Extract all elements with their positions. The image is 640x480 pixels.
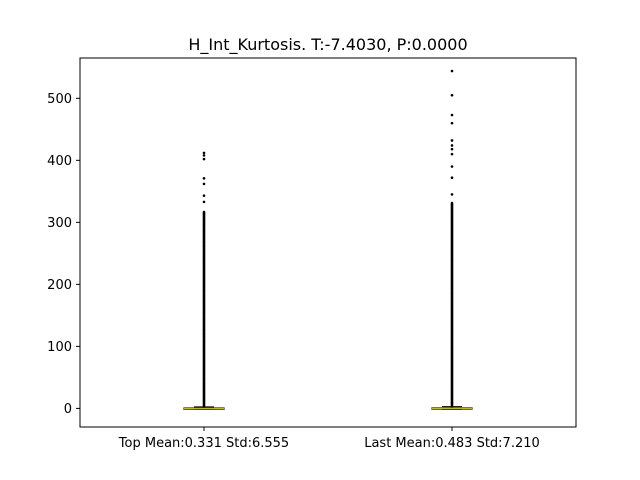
outlier-point [450,176,454,179]
outlier-point [202,177,206,180]
outlier-point [202,157,206,161]
outlier-point [450,69,454,73]
outlier-point [202,194,206,197]
axes: 0 100 200 300 400 500 Top Mean:0.331 Std:6.555… [47,57,577,451]
outlier-point [450,144,454,147]
outlier-point [202,210,206,214]
box-group [431,69,473,410]
y-tick-label: 100 [47,340,72,355]
y-tick-label: 400 [47,154,72,169]
outlier-point [202,200,206,204]
outlier-point [450,93,454,97]
outlier-point [450,139,454,142]
outlier-point [450,201,454,205]
outlier-point [450,113,454,117]
outlier-point [450,152,454,156]
y-tick-label: 0 [64,402,72,417]
y-tick-label: 500 [47,92,72,107]
outlier-point [450,147,454,151]
y-tick-label: 200 [47,278,72,293]
outlier-point [450,165,454,168]
axes-frame [79,57,577,428]
box-group [183,151,225,410]
outlier-point [202,154,206,157]
x-tick-label: Top Mean:0.331 Std:6.555 [118,436,289,451]
x-tick-label: Last Mean:0.483 Std:7.210 [364,436,540,451]
plot-area [183,69,473,410]
outlier-point [450,121,454,125]
outlier-point [202,182,206,186]
outlier-point [450,193,454,196]
outlier-point [202,151,206,155]
chart-title: H_Int_Kurtosis. T:-7.4030, P:0.0000 [188,35,467,55]
y-tick-label: 300 [47,216,72,231]
